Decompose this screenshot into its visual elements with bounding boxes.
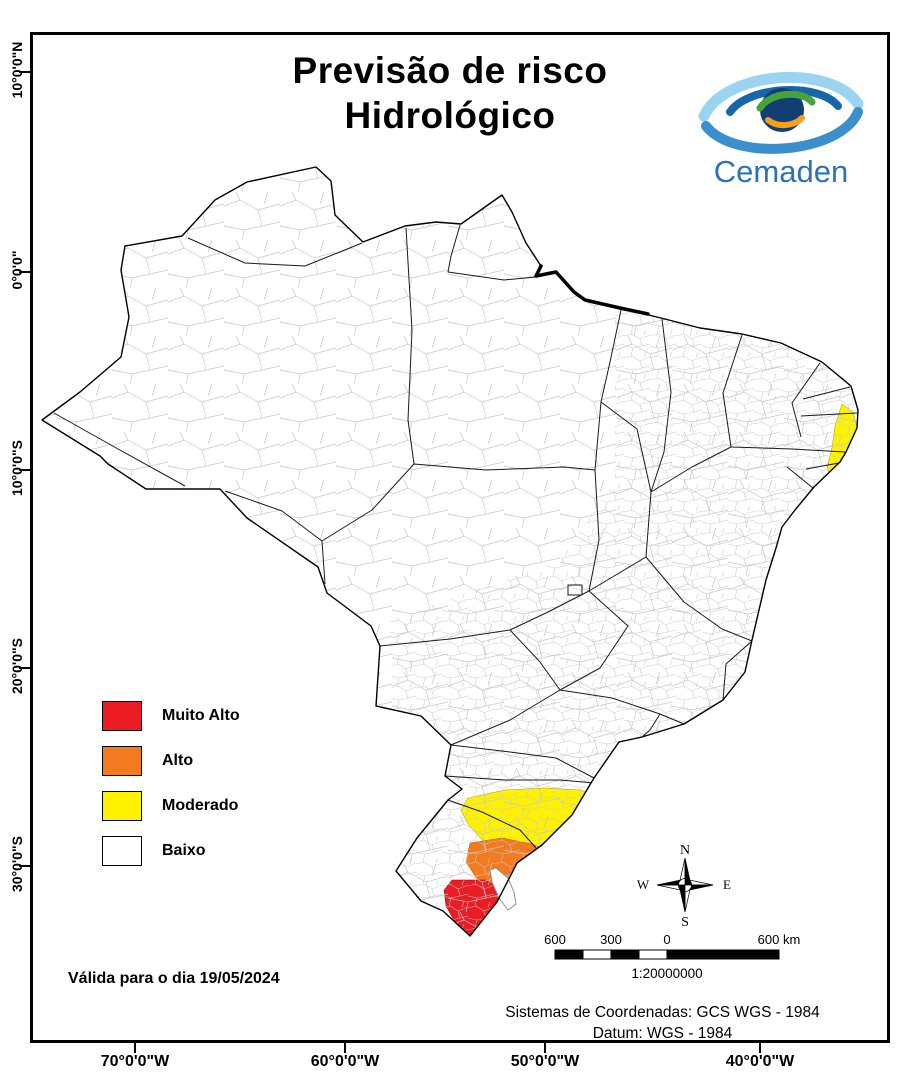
lon-label-40w: 40°0'0"W	[725, 1053, 795, 1070]
cemaden-wordmark: Cemaden	[714, 154, 848, 189]
lat-tick	[19, 865, 30, 867]
compass-east-label: E	[723, 877, 731, 892]
legend-item-baixo: Baixo	[102, 835, 240, 866]
legend-swatch-muito-alto	[102, 700, 142, 731]
datum-line: Datum: WGS - 1984	[592, 1025, 733, 1042]
legend-item-muito-alto: Muito Alto	[102, 700, 240, 731]
scale-label-600-left: 600	[544, 932, 566, 947]
lon-tick	[544, 1043, 546, 1053]
lat-label-10n: 10°0'0"N	[9, 41, 25, 99]
legend-label-muito-alto: Muito Alto	[162, 706, 240, 724]
scale-label-0: 0	[663, 932, 670, 947]
lon-tick	[344, 1043, 346, 1053]
scale-label-300: 300	[600, 932, 622, 947]
risk-legend: Muito Alto Alto Moderado Baixo	[102, 700, 240, 880]
compass-west-label: W	[637, 877, 650, 892]
lon-tick	[759, 1043, 761, 1053]
cemaden-logo: Cemaden	[690, 46, 872, 192]
legend-swatch-alto	[102, 745, 142, 776]
legend-label-alto: Alto	[162, 751, 194, 769]
legend-label-baixo: Baixo	[162, 841, 206, 859]
lat-tick	[19, 667, 30, 669]
lon-label-60w: 60°0'0"W	[310, 1053, 380, 1070]
lat-label-0: 0°0'0"	[9, 250, 25, 290]
coordinate-system-note: Sistemas de Coordenadas: GCS WGS - 1984 …	[400, 1002, 903, 1044]
lon-tick	[134, 1043, 136, 1053]
scale-bar: 600 300 0 600 km 1:20000000	[544, 932, 801, 981]
lat-tick	[19, 271, 30, 273]
lon-label-70w: 70°0'0"W	[100, 1053, 170, 1070]
coordinate-system-line: Sistemas de Coordenadas: GCS WGS - 1984	[505, 1004, 820, 1021]
lat-tick	[19, 469, 30, 471]
compass-rose: N W E S	[637, 843, 731, 930]
validity-date-text: Válida para o dia 19/05/2024	[68, 970, 280, 987]
lat-label-20s: 20°0'0"S	[9, 637, 25, 695]
cemaden-eye-icon: Cemaden	[698, 71, 864, 189]
legend-item-alto: Alto	[102, 745, 240, 776]
title-line2: Hidrológico	[344, 95, 556, 136]
title-line1: Previsão de risco	[292, 50, 608, 91]
lat-label-10s: 10°0'0"S	[9, 439, 25, 497]
lon-label-50w: 50°0'0"W	[510, 1053, 580, 1070]
legend-label-moderado: Moderado	[162, 796, 239, 814]
lat-tick	[19, 71, 30, 73]
lat-label-30s: 30°0'0"S	[9, 835, 25, 893]
legend-swatch-baixo	[102, 835, 142, 866]
legend-item-moderado: Moderado	[102, 790, 240, 821]
compass-south-label: S	[681, 915, 689, 930]
page-title: Previsão de risco Hidrológico	[170, 48, 730, 138]
compass-north-label: N	[680, 843, 690, 858]
scale-ratio-text: 1:20000000	[631, 966, 702, 981]
compass-star-icon	[656, 857, 714, 913]
scale-bar-segments	[554, 949, 780, 960]
scale-label-600km: 600 km	[758, 932, 801, 947]
legend-swatch-moderado	[102, 790, 142, 821]
